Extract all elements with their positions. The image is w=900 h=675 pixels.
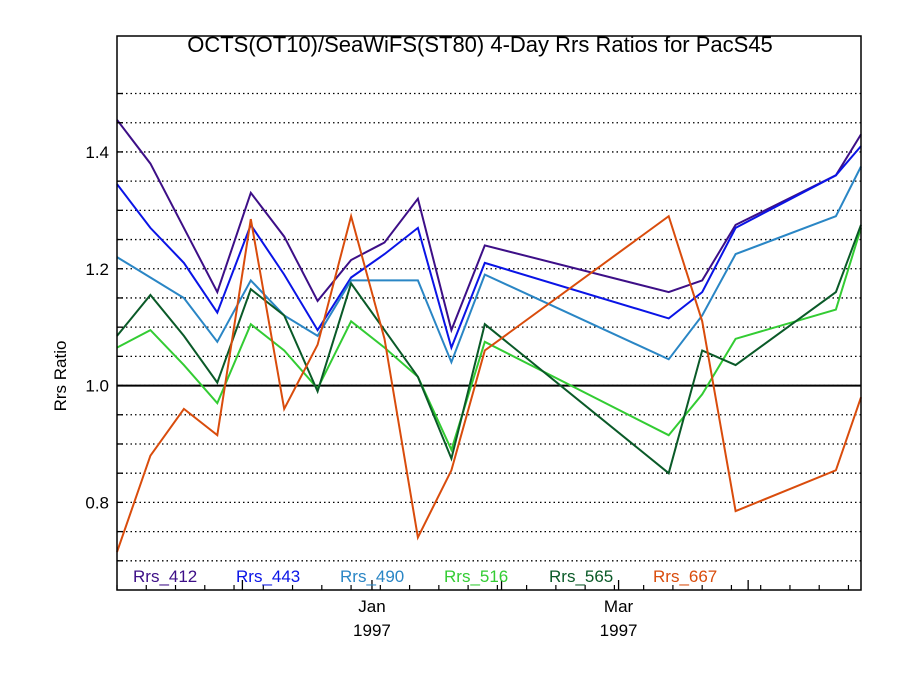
series-line-rrs-412: [116, 119, 862, 334]
y-tick-label: 1.4: [85, 143, 109, 162]
x-tick-label: Mar: [604, 597, 634, 616]
series-line-rrs-565: [116, 224, 862, 475]
legend-entry-rrs-667: Rrs_667: [653, 567, 717, 586]
legend-entry-rrs-565: Rrs_565: [549, 567, 613, 586]
legend-entry-rrs-516: Rrs_516: [444, 567, 508, 586]
series-line-rrs-667: [116, 212, 862, 553]
x-tick-year: 1997: [353, 621, 391, 640]
y-tick-label: 0.8: [85, 493, 109, 512]
legend-entry-rrs-412: Rrs_412: [133, 567, 197, 586]
series-group: [116, 119, 862, 553]
y-tick-label: 1.0: [85, 377, 109, 396]
axes: 0.8 1.0 1.2 1.4 Jan 1997 Mar 1997: [85, 35, 862, 640]
series-line-rrs-443: [116, 145, 862, 351]
series-line-rrs-490: [116, 166, 862, 365]
x-tick-label: Jan: [358, 597, 385, 616]
plot-frame: [116, 35, 862, 591]
x-tick-year: 1997: [600, 621, 638, 640]
y-tick-label: 1.2: [85, 260, 109, 279]
grid: [117, 92, 861, 562]
series-line-rrs-516: [116, 227, 862, 453]
legend-entry-rrs-490: Rrs_490: [340, 567, 404, 586]
legend-entry-rrs-443: Rrs_443: [236, 567, 300, 586]
legend: Rrs_412 Rrs_443 Rrs_490 Rrs_516 Rrs_565 Rrs_6…: [133, 567, 717, 586]
y-axis-label: Rrs Ratio: [51, 341, 70, 412]
